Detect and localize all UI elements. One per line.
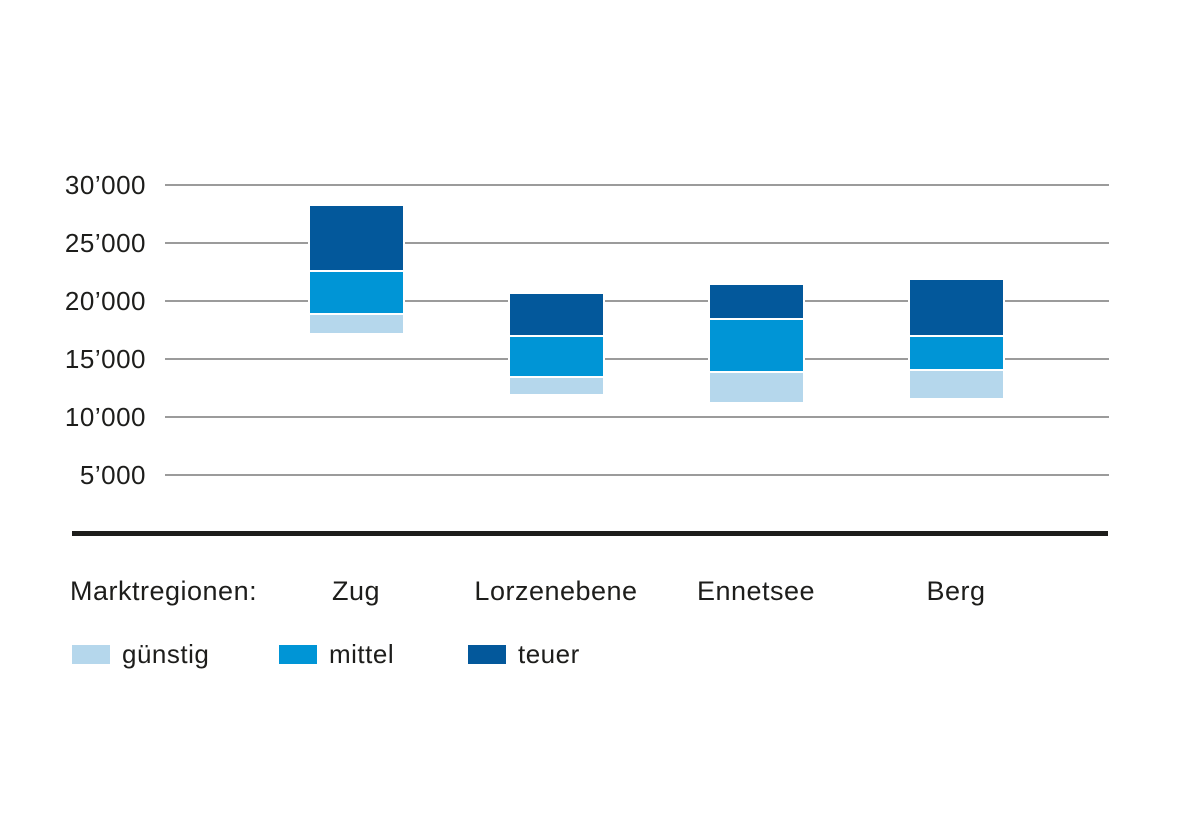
legend-item-mittel: mittel — [279, 639, 395, 669]
y-tick-label: 10’000 — [64, 402, 146, 432]
gridline — [165, 184, 1109, 186]
category-label-Berg: Berg — [926, 576, 986, 606]
legend-label: teuer — [518, 639, 580, 669]
legend-item-günstig: günstig — [72, 639, 210, 669]
bar-segment-mittel-Lorzenebene — [507, 332, 605, 379]
bar-segment-günstig-Ennetsee — [707, 368, 805, 404]
bar-segment-teuer-Zug — [307, 203, 405, 272]
gridline — [165, 300, 1109, 302]
gridline — [165, 242, 1109, 244]
y-tick-label: 15’000 — [64, 344, 146, 374]
bar-segment-teuer-Lorzenebene — [507, 292, 605, 337]
y-tick-label: 5’000 — [79, 460, 146, 490]
legend-swatch-icon — [72, 645, 110, 664]
bar-segment-günstig-Berg — [907, 367, 1005, 401]
category-label-Ennetsee: Ennetsee — [696, 576, 816, 606]
y-tick-label: 25’000 — [64, 228, 146, 258]
bar-segment-mittel-Zug — [307, 267, 405, 315]
bar-segment-mittel-Berg — [907, 332, 1005, 372]
legend-label: mittel — [329, 639, 395, 669]
y-tick-label: 20’000 — [64, 286, 146, 316]
gridline — [165, 358, 1109, 360]
x-axis-title: Marktregionen: — [70, 576, 258, 606]
legend-swatch-icon — [468, 645, 506, 664]
category-label-Lorzenebene: Lorzenebene — [474, 576, 638, 606]
bar-segment-mittel-Ennetsee — [707, 316, 805, 373]
legend-label: günstig — [122, 639, 210, 669]
category-label-Zug: Zug — [331, 576, 381, 606]
gridline — [165, 474, 1109, 476]
legend-swatch-icon — [279, 645, 317, 664]
bar-segment-teuer-Ennetsee — [707, 282, 805, 321]
gridline — [165, 416, 1109, 418]
x-axis-baseline — [72, 531, 1108, 536]
legend-item-teuer: teuer — [468, 639, 580, 669]
y-tick-label: 30’000 — [64, 170, 146, 200]
bar-segment-teuer-Berg — [907, 278, 1005, 337]
